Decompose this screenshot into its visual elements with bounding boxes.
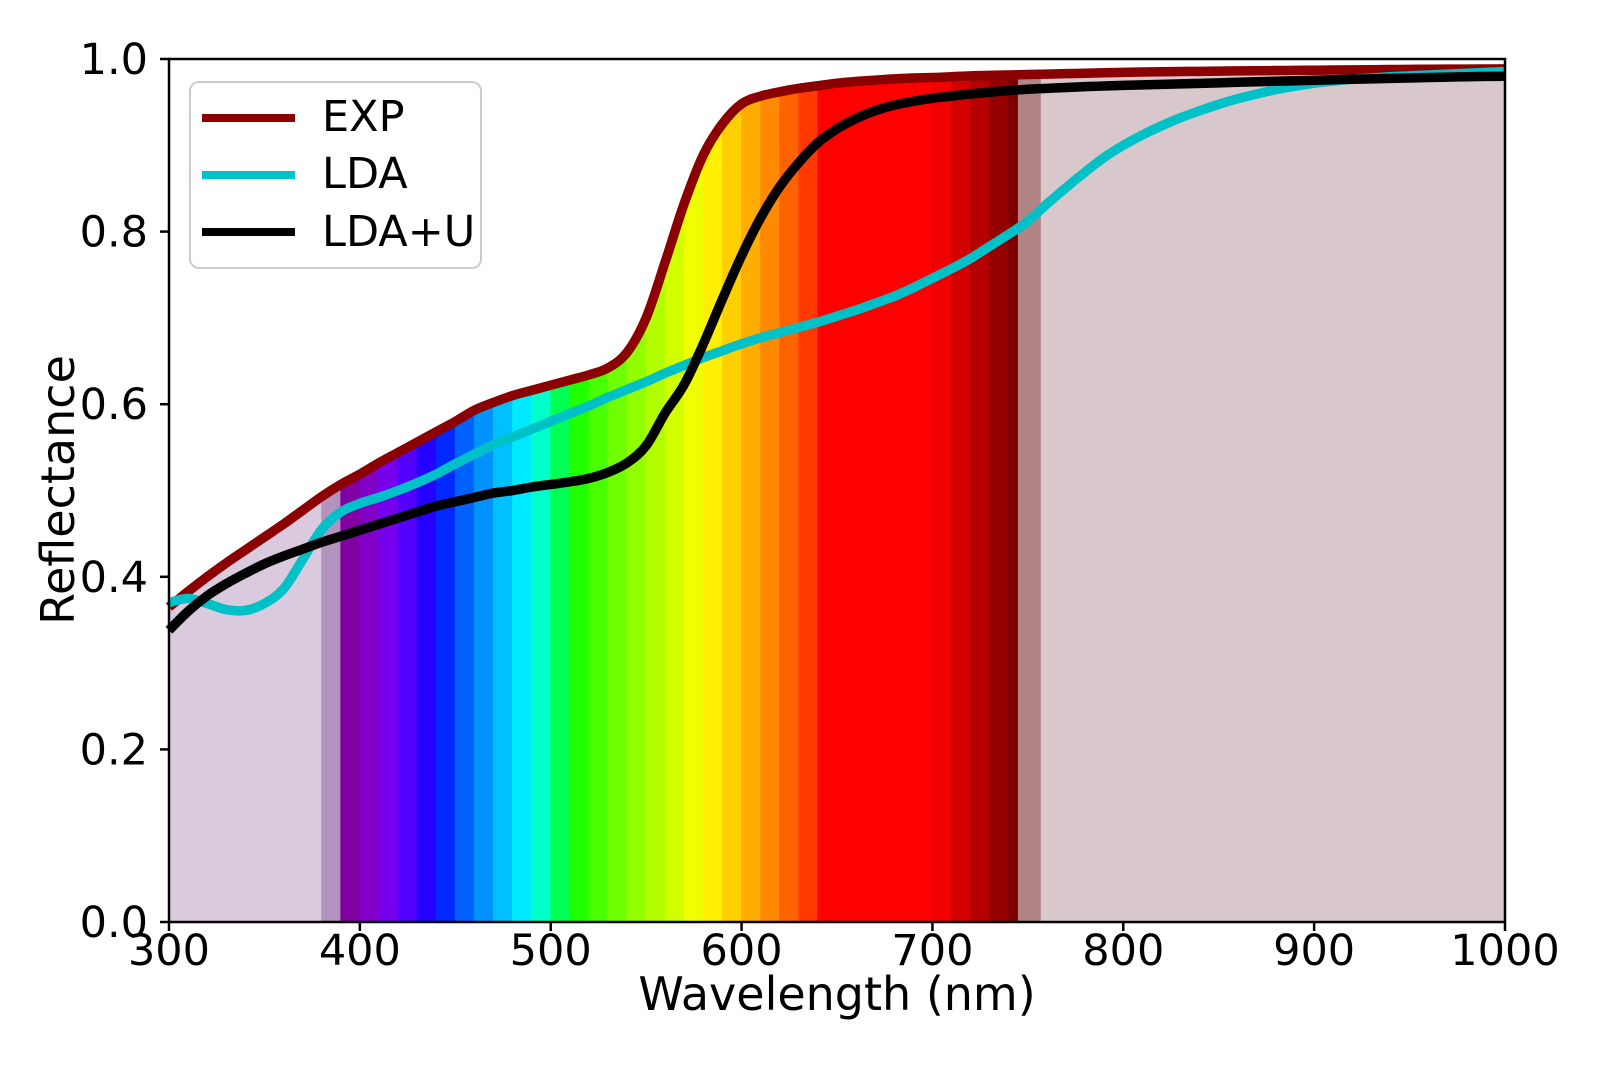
fill-band (989, 74, 1010, 923)
fill-band (912, 77, 933, 923)
fill-band (531, 384, 552, 923)
fill-band (703, 122, 723, 923)
fill-band (932, 76, 952, 923)
legend-label-lda: LDA (322, 149, 408, 200)
curve-lda (167, 66, 1506, 616)
y-axis-label: Reflectance (31, 355, 85, 625)
curve-exp (166, 64, 1506, 611)
fill-band (435, 420, 456, 923)
legend-label-lda-u: LDA+U (322, 206, 476, 257)
x-tick-label: 1000 (1450, 926, 1559, 976)
fill-band (874, 78, 895, 923)
y-tick-label: 0.2 (80, 725, 148, 775)
fill-band (493, 394, 513, 923)
fill-band (321, 483, 342, 923)
fill-band (626, 317, 647, 923)
fill-band (645, 261, 666, 923)
legend-item-lda: LDA (202, 152, 472, 197)
fill-band (1008, 74, 1019, 923)
x-axis-label: Wavelength (nm) (638, 967, 1036, 1021)
y-tick-label: 0.6 (80, 380, 148, 430)
fill-band (512, 389, 533, 923)
fill-band (607, 351, 628, 923)
fill-band (779, 87, 800, 923)
curves (165, 64, 1506, 634)
x-tick-label: 400 (319, 926, 401, 976)
plot-border (167, 57, 1507, 924)
legend-label-exp: EXP (322, 92, 405, 143)
fill-band (588, 367, 609, 923)
fill-band (664, 202, 685, 923)
fill-band (1040, 68, 1506, 923)
x-tick-label: 600 (701, 926, 783, 976)
fill-band (722, 102, 742, 923)
fill-band (550, 379, 571, 923)
fill-band (798, 85, 819, 923)
y-tick-label: 0.4 (80, 553, 148, 603)
curve-lda-u (165, 71, 1506, 634)
legend: EXP LDA LDA+U (189, 81, 482, 269)
x-tick-label: 700 (891, 926, 973, 976)
y-tick-label: 0.0 (80, 898, 148, 948)
fill-band (893, 77, 914, 923)
y-tick-label: 0.8 (80, 208, 148, 258)
fill-band (454, 409, 475, 923)
fill-band (1017, 73, 1042, 923)
y-tick-label: 1.0 (80, 35, 148, 85)
fill-band (817, 82, 838, 923)
fill-band (836, 81, 857, 923)
fill-band (473, 401, 494, 923)
exp-line-swatch (202, 113, 295, 122)
legend-item-exp: EXP (202, 95, 472, 140)
fill-band (951, 75, 971, 923)
fill-band (340, 473, 361, 923)
fill-band (683, 154, 704, 923)
fill-band (855, 79, 876, 923)
legend-item-lda-u: LDA+U (202, 206, 476, 257)
x-tick-label: 500 (510, 926, 592, 976)
fill-band (569, 374, 590, 923)
lda-u-line-swatch (202, 228, 295, 237)
x-tick-label: 800 (1082, 926, 1164, 976)
axes-frame: 300 400 500 600 700 800 900 1000 0.0 0.2 0.4 0.6 0.8… (80, 35, 1560, 976)
x-tick-label: 900 (1273, 926, 1355, 976)
lda-line-swatch (202, 170, 295, 179)
x-tick-label: 300 (128, 926, 210, 976)
fill-band (970, 74, 991, 923)
